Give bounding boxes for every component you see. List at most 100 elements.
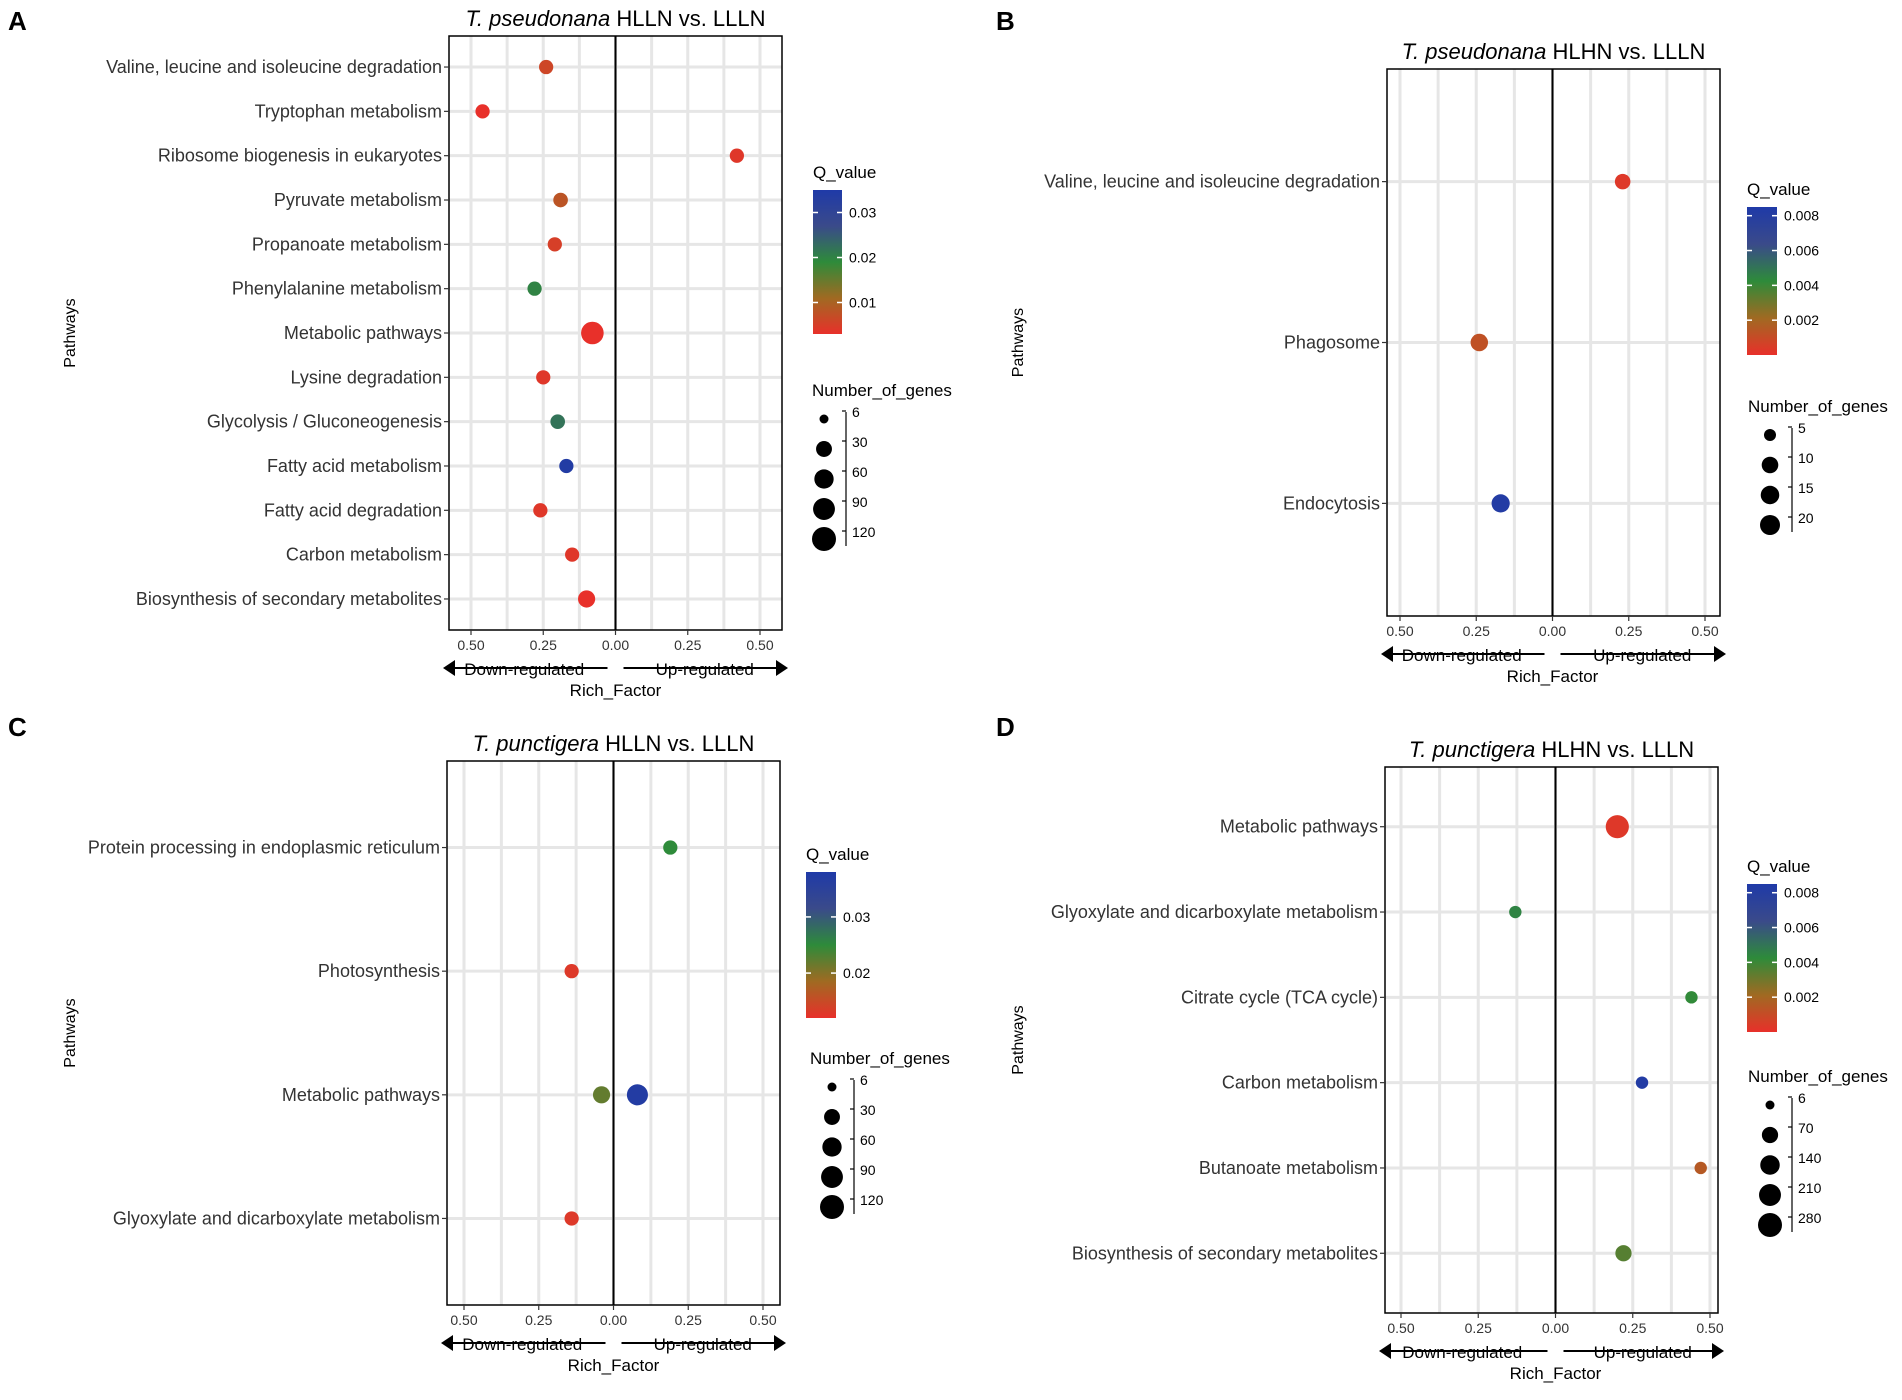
data-points [475,59,745,608]
chart-title-species: T. pseudonana [1402,39,1547,64]
size-legend-label: 15 [1798,480,1814,496]
size-legend-circle [820,1195,844,1219]
y-tick-label: Photosynthesis [318,961,440,981]
y-tick-label: Biosynthesis of secondary metabolites [1072,1243,1378,1263]
up-arrow-head [776,660,788,676]
panel-d-chart: T. punctigera HLHN vs. LLLN Metabolic pat… [1010,737,1888,1383]
y-tick-label: Glyoxylate and dicarboxylate metabolism [113,1208,440,1228]
up-regulated-label: Up-regulated [656,660,754,679]
size-legend-circle [822,1137,842,1157]
panel-letter-a: A [8,6,27,36]
panel-letter-d: D [996,712,1015,742]
size-legend-label: 280 [1798,1210,1822,1226]
data-point [564,1211,579,1226]
y-tick-label: Pyruvate metabolism [274,190,442,210]
y-tick-label: Metabolic pathways [284,323,442,343]
q-legend-tick-label: 0.002 [1784,989,1819,1005]
x-tick-label: 0.25 [674,637,701,653]
size-legend-label: 210 [1798,1180,1822,1196]
data-point [578,590,596,608]
q-legend-title: Q_value [1747,857,1810,876]
panel-b-chart: T. pseudonana HLHN vs. LLLN Valine, leuci… [1010,39,1888,686]
q-legend-tick-label: 0.004 [1784,277,1819,293]
panel-a-chart: T. pseudonana HLLN vs. LLLN Valine, leuci… [62,6,952,700]
panel-c-chart: T. punctigera HLLN vs. LLLN Protein proce… [62,731,950,1375]
y-tick-label: Phenylalanine metabolism [232,279,442,299]
size-legend-circle [821,1166,843,1188]
y-tick-label: Biosynthesis of secondary metabolites [136,589,442,609]
y-tick-label: Valine, leucine and isoleucine degradati… [1044,172,1380,192]
size-legend-title: Number_of_genes [1748,1067,1888,1086]
chart-title-comparison: HLLN vs. LLLN [599,731,754,756]
data-points [564,840,678,1226]
down-regulated-label: Down-regulated [1402,646,1522,665]
data-point [1635,1076,1649,1089]
down-arrow-head [443,660,455,676]
size-legend-title: Number_of_genes [812,381,952,400]
x-axis-title: Rich_Factor [1507,667,1599,686]
data-point [527,281,542,296]
q-legend-title: Q_value [813,163,876,182]
y-axis-title: Pathways [62,998,79,1067]
y-tick-label: Butanoate metabolism [1199,1158,1378,1178]
x-axis-title: Rich_Factor [1510,1364,1602,1383]
size-legend-label: 90 [852,494,868,510]
q-legend-tick-label: 0.004 [1784,954,1819,970]
data-point [626,1084,648,1106]
down-regulated-label: Down-regulated [464,660,584,679]
size-legend-circle [1759,1184,1781,1206]
q-legend-tick-label: 0.02 [843,965,870,981]
y-tick-label: Carbon metabolism [286,545,442,565]
size-legend-label: 70 [1798,1120,1814,1136]
up-regulated-label: Up-regulated [1594,1343,1692,1362]
size-legend-label: 6 [852,404,860,420]
size-legend-label: 6 [860,1072,868,1088]
chart-title-comparison: HLHN vs. LLLN [1546,39,1705,64]
x-tick-label: 0.25 [1615,623,1642,639]
y-tick-label: Protein processing in endoplasmic reticu… [88,838,440,858]
down-arrow-head [1381,646,1393,662]
size-legend-label: 120 [860,1192,884,1208]
chart-title: T. punctigera HLLN vs. LLLN [473,731,755,756]
x-tick-label: 0.00 [1542,1320,1569,1336]
data-points [1470,173,1631,513]
x-tick-label: 0.25 [1465,1320,1492,1336]
chart-title-species: T. pseudonana [465,6,610,31]
data-point [547,237,562,252]
data-point [1509,905,1522,919]
y-tick-label: Phagosome [1284,333,1380,353]
data-point [536,370,551,385]
size-legend-title: Number_of_genes [1748,397,1888,416]
chart-title: T. punctigera HLHN vs. LLLN [1409,737,1694,762]
x-tick-label: 0.25 [675,1312,702,1328]
x-tick-label: 0.25 [530,637,557,653]
y-tick-label: Carbon metabolism [1222,1073,1378,1093]
data-point [550,414,566,429]
data-point [1685,991,1698,1004]
up-regulated-label: Up-regulated [1593,646,1691,665]
size-legend-circle [1764,429,1776,441]
up-arrow-head [774,1335,786,1351]
size-legend-circle [1758,1213,1782,1237]
data-point [592,1086,611,1104]
q-legend-tick-label: 0.006 [1784,920,1819,936]
data-point [553,192,568,208]
size-legend-label: 5 [1798,420,1806,436]
x-tick-label: 0.25 [1463,623,1490,639]
y-tick-label: Metabolic pathways [1220,817,1378,837]
chart-title: T. pseudonana HLHN vs. LLLN [1402,39,1706,64]
data-point [663,840,678,855]
data-point [1491,494,1510,513]
size-legend-circle [1760,1155,1780,1175]
data-point [729,148,745,163]
q-legend-colorbar [1747,884,1777,1032]
q-legend-tick-label: 0.03 [849,205,876,221]
size-legend-circle [812,527,836,551]
down-arrow-head [441,1335,453,1351]
x-tick-label: 0.00 [600,1312,627,1328]
chart-title-comparison: HLLN vs. LLLN [610,6,765,31]
x-tick-label: 0.50 [746,637,773,653]
size-legend-circle [1761,1126,1779,1144]
down-regulated-label: Down-regulated [462,1335,582,1354]
panel-letter-b: B [996,6,1015,36]
